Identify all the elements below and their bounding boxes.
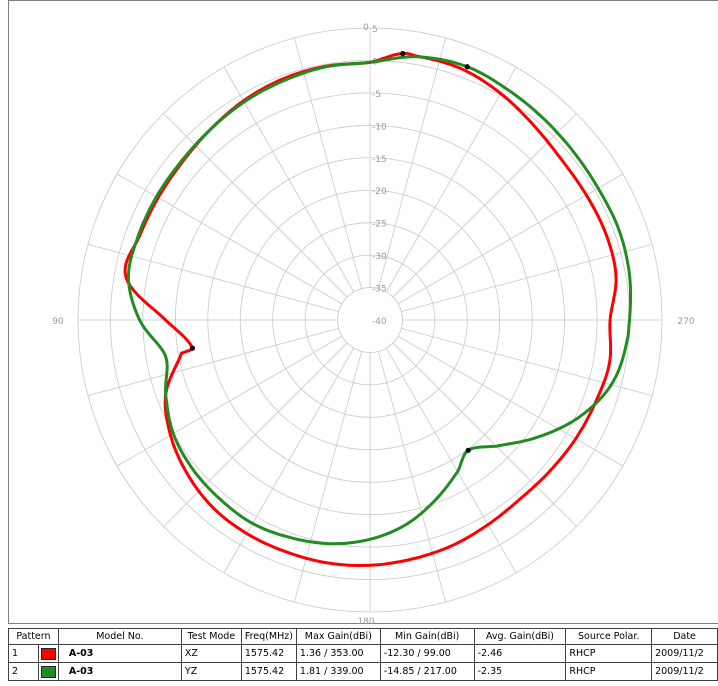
max-gain: 1.81 / 339.00 [295, 662, 381, 681]
series-lines [123, 51, 632, 567]
grid-spoke [223, 347, 355, 574]
grid-spoke [294, 37, 362, 289]
pattern-number: 2 [8, 662, 39, 681]
color-swatch [40, 665, 56, 678]
grid-spoke [294, 351, 362, 603]
date: 2009/11/2 [651, 662, 718, 681]
grid-spoke [116, 173, 343, 305]
color-swatch-cell [37, 644, 59, 663]
ring-label: 5 [372, 25, 378, 35]
grid-spoke [87, 328, 339, 396]
date: 2009/11/2 [651, 644, 718, 663]
series-line-1 [123, 51, 618, 567]
header-date: Date [651, 628, 718, 645]
grid-spoke [392, 342, 577, 527]
min-gain: -12.30 / 99.00 [379, 644, 475, 663]
header-model-no: Model No. [57, 628, 182, 645]
grid-spoke [163, 342, 348, 527]
header-pattern: Pattern [8, 628, 59, 645]
grid-spoke [385, 66, 517, 293]
grid-spoke [378, 351, 446, 603]
header-max-gain: Max Gain(dBi) [295, 628, 381, 645]
grid-spoke [392, 113, 577, 298]
header-source-polar: Source Polar. [565, 628, 653, 645]
ring-label: -35 [372, 285, 387, 295]
test-mode: YZ [180, 662, 242, 681]
avg-gain: -2.35 [473, 662, 567, 681]
ring-label: -25 [372, 220, 387, 230]
header-min-gain: Min Gain(dBi) [379, 628, 475, 645]
grid-spoke [116, 335, 343, 467]
avg-gain: -2.46 [473, 644, 567, 663]
freq: 1575.42 [240, 644, 297, 663]
grid-spoke [163, 113, 348, 298]
color-swatch [40, 647, 56, 660]
angle-label: 270 [677, 317, 694, 327]
test-mode: XZ [180, 644, 242, 663]
table-row[interactable]: 1 A-03 XZ 1575.42 1.36 / 353.00 -12.30 /… [8, 644, 718, 663]
peak-marker [189, 345, 196, 351]
grid-ring [337, 287, 403, 353]
model-no: A-03 [57, 644, 182, 663]
table-header-row: Pattern Model No. Test Mode Freq(MHz) Ma… [8, 628, 718, 645]
peak-marker [464, 64, 470, 70]
ring-label: -40 [372, 317, 387, 327]
header-freq: Freq(MHz) [240, 628, 297, 645]
model-no: A-03 [57, 662, 182, 681]
header-test-mode: Test Mode [180, 628, 242, 645]
grid-spoke [378, 37, 446, 289]
ring-label: -15 [372, 155, 387, 165]
pattern-number: 1 [8, 644, 39, 663]
series-line-2 [126, 55, 632, 546]
color-swatch-cell [37, 662, 59, 681]
min-gain: -14.85 / 217.00 [379, 662, 475, 681]
grid-spoke [223, 66, 355, 293]
grid-spoke [397, 173, 624, 305]
grid-spoke [397, 335, 624, 467]
freq: 1575.42 [240, 662, 297, 681]
ring-label: -30 [372, 252, 387, 262]
pattern-table: Pattern Model No. Test Mode Freq(MHz) Ma… [8, 628, 718, 681]
angle-label: 0 [363, 23, 369, 33]
plot-frame [8, 0, 718, 624]
ring-label: -20 [372, 187, 387, 197]
grid-spoke [385, 347, 517, 574]
max-gain: 1.36 / 353.00 [295, 644, 381, 663]
ring-label: -5 [372, 90, 381, 100]
peak-marker [400, 51, 406, 57]
peak-markers [189, 51, 471, 453]
polar-grid [77, 27, 663, 613]
header-avg-gain: Avg. Gain(dBi) [473, 628, 567, 645]
source-polar: RHCP [565, 662, 653, 681]
angle-label: 180 [357, 617, 374, 624]
peak-marker [465, 447, 471, 453]
source-polar: RHCP [565, 644, 653, 663]
grid-spoke [401, 244, 653, 312]
angle-label: 90 [52, 317, 64, 327]
grid-spoke [401, 328, 653, 396]
ring-label: -10 [372, 122, 387, 132]
table-row[interactable]: 2 A-03 YZ 1575.42 1.81 / 339.00 -14.85 /… [8, 662, 718, 681]
